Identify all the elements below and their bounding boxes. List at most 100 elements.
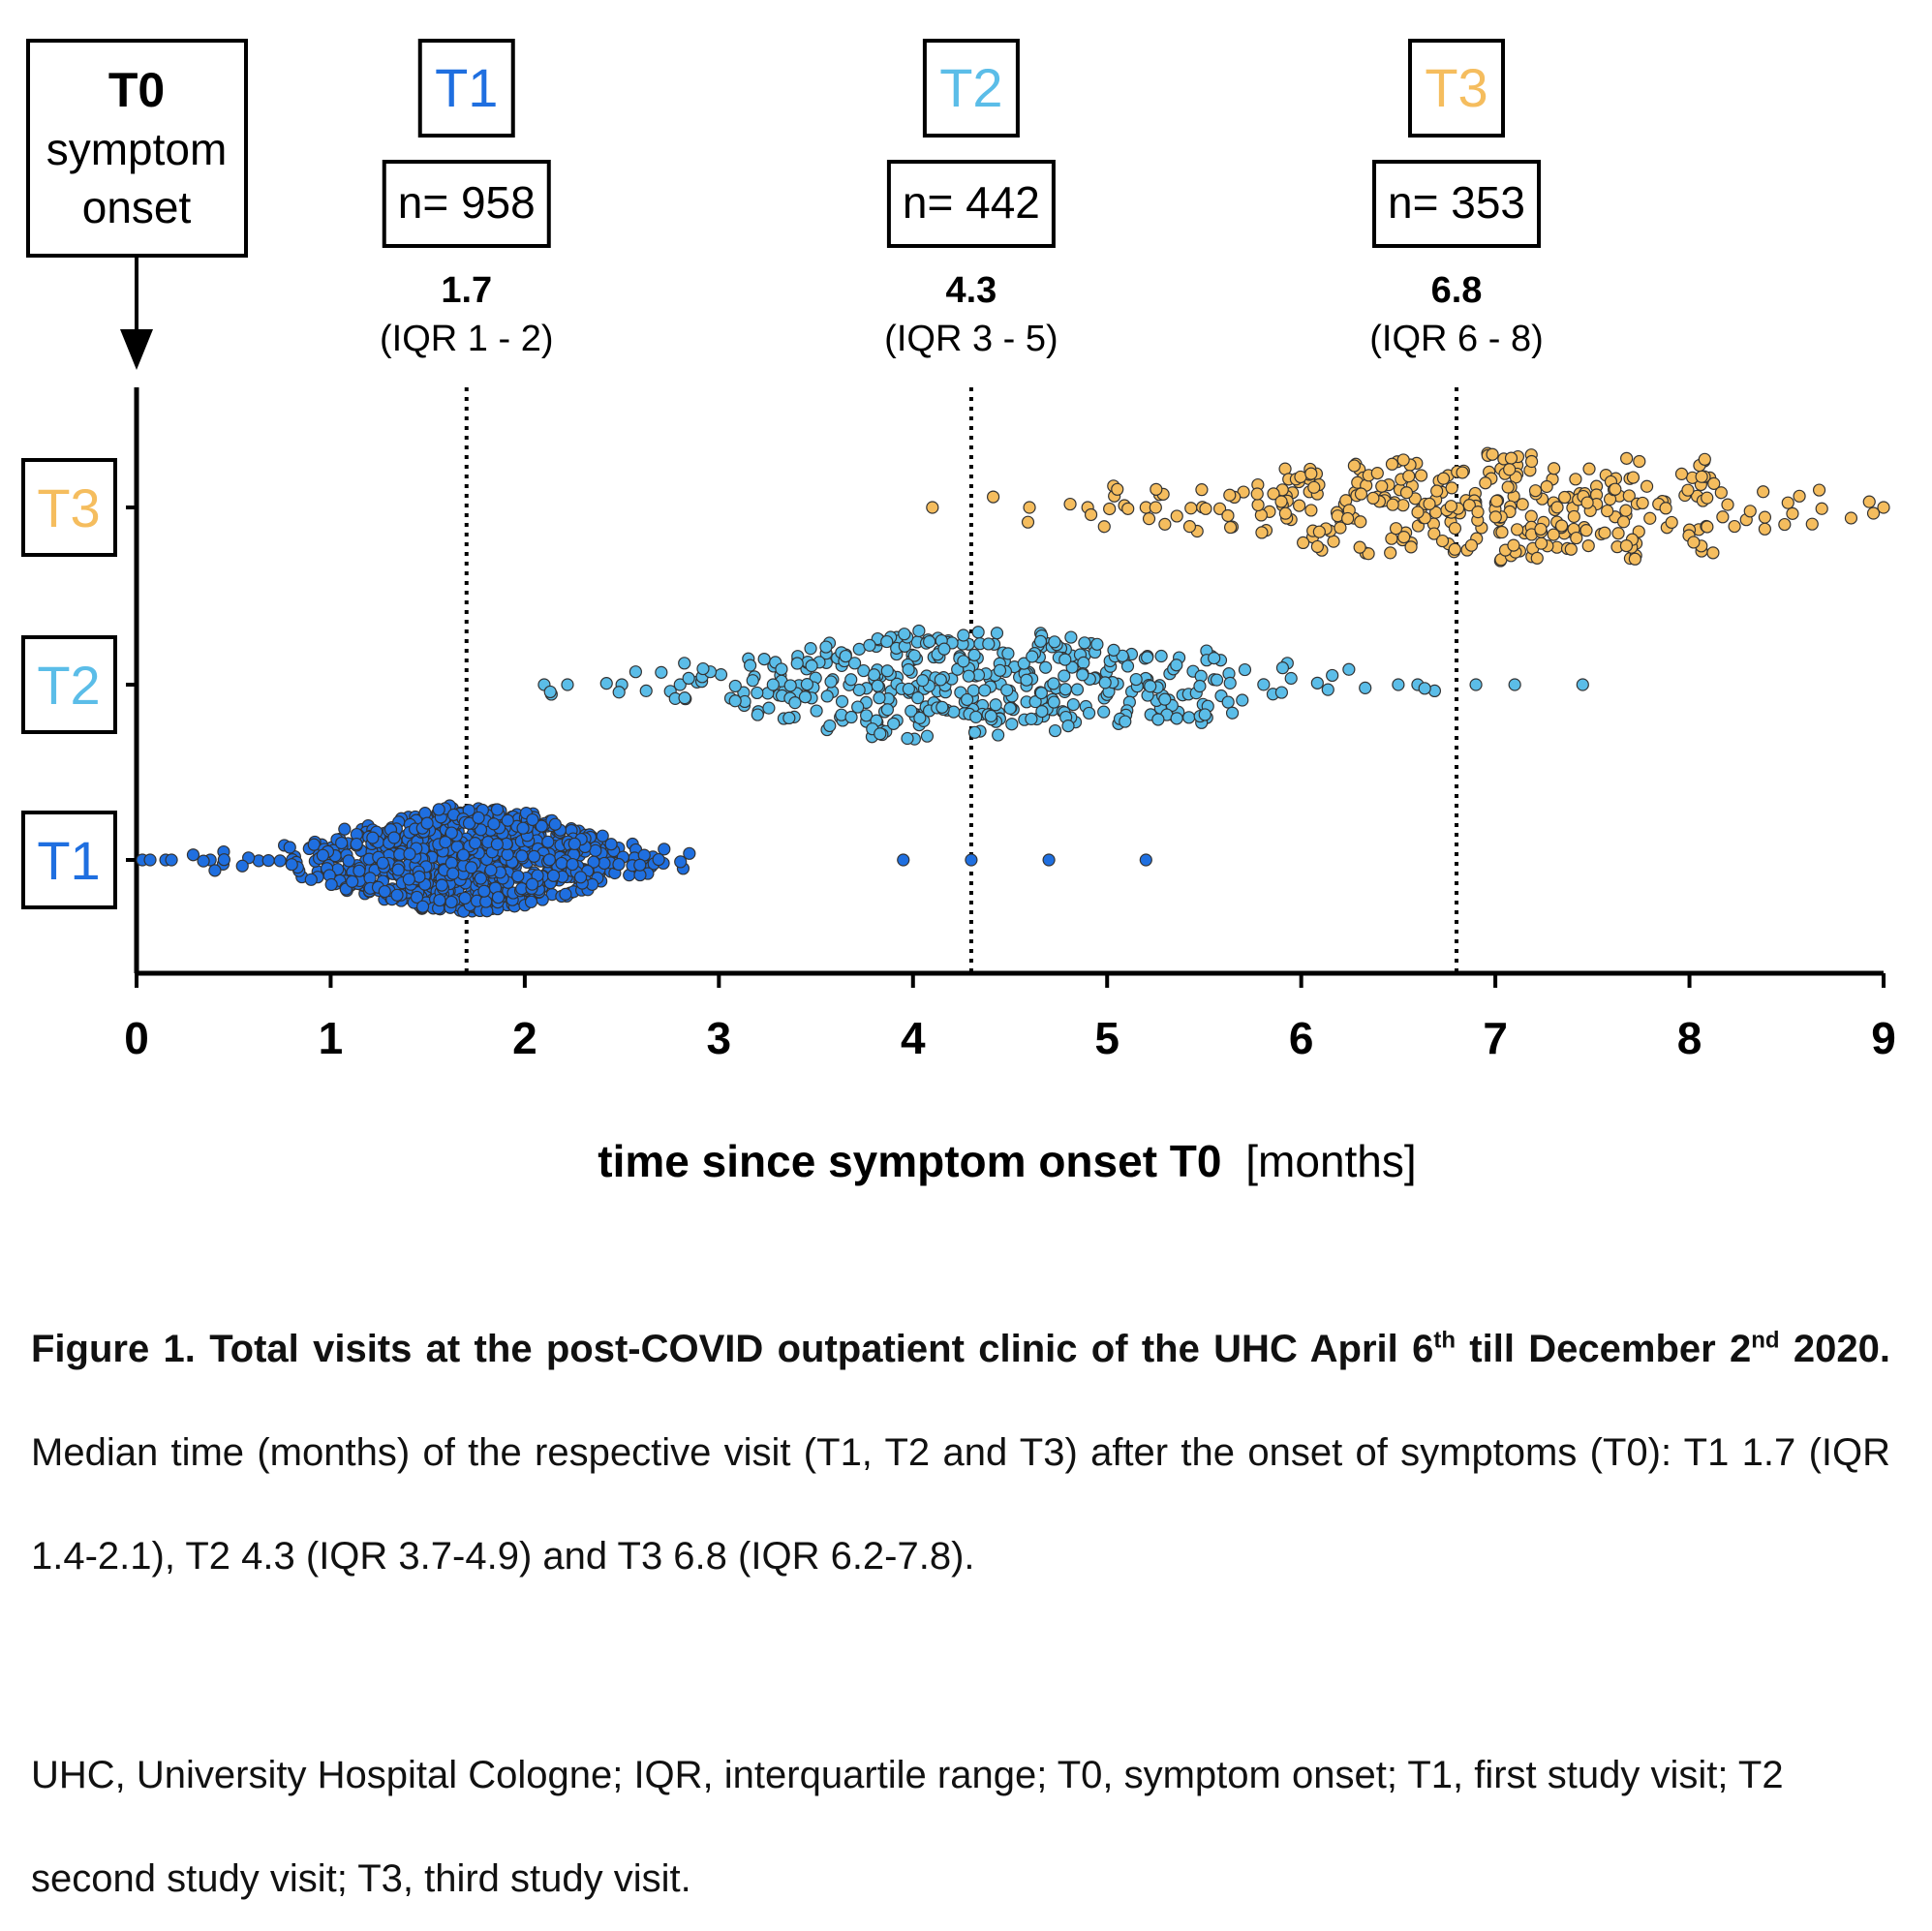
data-point-t3 [1436,472,1451,485]
data-point-t1 [465,861,478,874]
data-point-t3 [1640,479,1654,493]
data-point-t2 [819,640,833,654]
data-point-t2 [1035,704,1049,719]
data-point-t3 [1698,452,1711,466]
data-point-t1 [335,836,349,850]
data-point-t2 [844,710,858,724]
series-top-box [417,39,515,138]
data-point-t2 [561,678,574,691]
data-point-t3 [1158,517,1172,531]
data-point-t3 [1786,506,1799,520]
data-point-t2 [839,649,852,663]
data-point-t3 [1495,525,1509,539]
data-point-t2 [673,678,687,691]
data-point-t3 [1304,504,1318,517]
data-point-t2 [1047,695,1060,709]
data-point-t2 [962,669,975,683]
data-point-t2 [751,686,764,700]
data-point-t3 [1758,510,1772,524]
data-point-t2 [916,674,930,688]
data-point-t3 [1221,508,1235,523]
data-point-t2 [790,657,804,670]
data-point-t1 [683,846,696,860]
data-point-t2 [682,671,695,686]
x-tick-label: 9 [1871,1013,1896,1063]
data-point-t2 [1039,660,1053,674]
data-point-t2 [993,663,1007,677]
data-point-t2 [1198,708,1211,721]
data-point-t1 [346,874,359,888]
data-point-t3 [1310,539,1324,554]
data-point-t3 [1021,515,1035,529]
data-point-t1 [1139,853,1152,867]
data-point-t2 [1048,635,1061,649]
data-point-t2 [1082,706,1096,720]
data-point-t1 [353,864,366,877]
data-point-t3 [1507,538,1520,552]
data-point-t2 [1576,678,1589,691]
data-point-t2 [1170,712,1183,725]
data-point-t2 [810,704,823,718]
data-point-t3 [926,501,939,514]
data-point-t3 [1564,542,1578,556]
data-point-t1 [285,858,298,872]
x-tick-label: 1 [319,1013,344,1063]
data-point-t3 [1567,509,1580,524]
data-point-t2 [1154,649,1168,663]
data-point-t2 [847,657,862,670]
data-point-t3 [1548,462,1561,475]
data-point-t3 [1805,517,1819,531]
data-point-t3 [1812,483,1826,497]
series-row-box [21,635,117,734]
data-point-t1 [342,854,355,868]
data-point-t2 [880,703,895,717]
x-tick-label: 4 [901,1013,926,1063]
data-point-t2 [823,719,837,733]
data-point-t2 [934,673,947,687]
data-point-t3 [1743,505,1757,518]
data-point-t2 [1182,711,1196,724]
data-point-t3 [1862,495,1876,508]
data-point-t2 [678,691,691,705]
series-top-box [922,39,1020,138]
data-point-t2 [1141,651,1154,664]
data-point-t3 [1579,524,1593,537]
data-point-t3 [1278,506,1292,520]
data-point-t2 [1058,683,1072,696]
data-point-t2 [1048,723,1062,738]
data-point-t1 [324,877,338,892]
data-point-t2 [989,698,1002,712]
data-point-t3 [1540,479,1553,494]
data-point-t3 [1681,483,1695,497]
data-point-t3 [1488,510,1502,524]
data-point-t1 [674,855,688,869]
data-point-t2 [1257,678,1271,691]
data-point-t2 [800,678,813,691]
data-point-t2 [744,659,757,672]
data-point-t2 [629,665,642,679]
caption-body: Median time (months) of the respective v… [31,1431,1890,1578]
data-point-t1 [165,853,178,867]
data-point-t3 [1674,467,1689,480]
data-point-t1 [350,837,363,851]
series-n-label: n= 353 [1388,177,1525,228]
data-point-t2 [1026,650,1039,663]
data-point-t2 [1098,676,1112,690]
data-point-t1 [390,888,404,902]
data-point-t3 [1150,482,1163,496]
data-point-t1 [490,838,504,851]
data-point-t2 [901,731,914,746]
data-point-t2 [1221,695,1235,709]
data-point-t2 [1078,636,1091,650]
data-point-t3 [1063,497,1077,511]
data-point-t2 [967,648,981,661]
data-point-t2 [1210,673,1224,687]
data-point-t3 [1609,482,1622,496]
data-point-t2 [961,692,974,707]
data-point-t1 [658,843,671,856]
caption-title-part3: 2020. [1779,1328,1891,1370]
data-point-t3 [1570,531,1583,545]
data-point-t1 [535,819,548,833]
data-point-t3 [1554,519,1569,533]
data-point-t3 [1758,522,1771,536]
